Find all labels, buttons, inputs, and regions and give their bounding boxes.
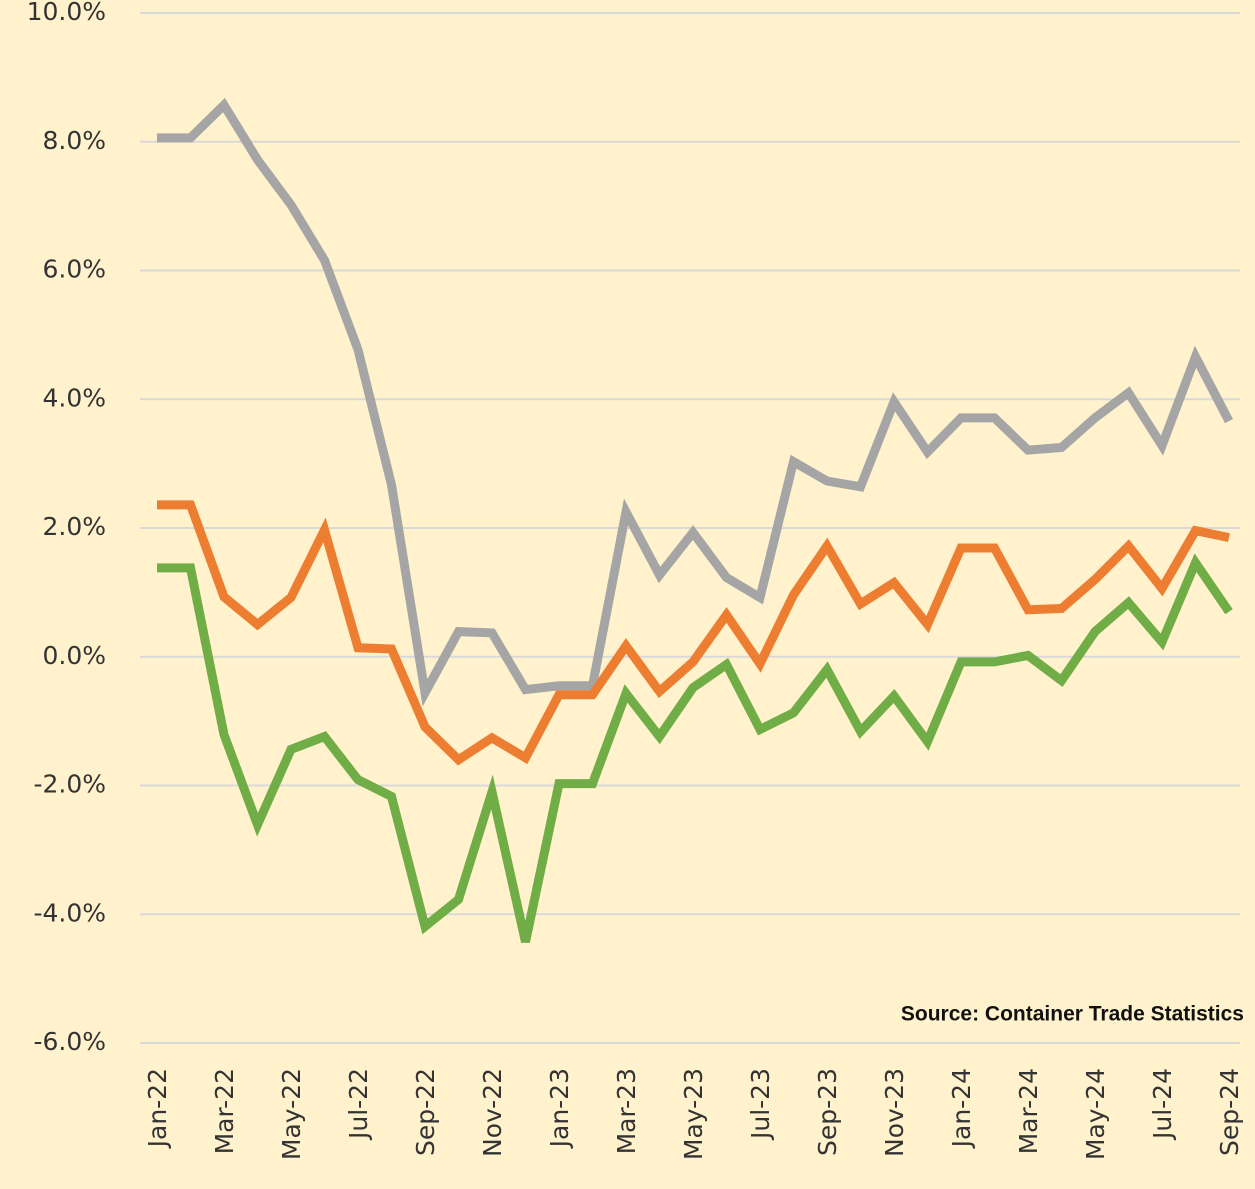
y-tick-label: 2.0% <box>42 512 106 541</box>
x-tick-label: Sep-24 <box>1215 1068 1244 1156</box>
x-tick-label: Jul-24 <box>1148 1068 1177 1141</box>
series-line <box>157 553 1233 943</box>
y-tick-label: 6.0% <box>42 255 106 284</box>
y-tick-label: -2.0% <box>33 770 106 799</box>
x-tick-label: Mar-22 <box>210 1068 239 1154</box>
y-tick-label: 10.0% <box>27 0 106 26</box>
x-tick-label: Jan-22 <box>143 1068 172 1149</box>
y-tick-label: -6.0% <box>33 1027 106 1056</box>
x-tick-label: Jul-23 <box>746 1068 775 1141</box>
x-tick-label: Nov-22 <box>478 1068 507 1157</box>
x-tick-label: Sep-23 <box>813 1068 842 1156</box>
y-tick-label: 4.0% <box>42 383 106 412</box>
source-note: Source: Container Trade Statistics <box>901 1003 1244 1026</box>
y-tick-label: 0.0% <box>42 641 106 670</box>
y-tick-label: -4.0% <box>33 898 106 927</box>
x-tick-label: Jul-22 <box>344 1068 373 1141</box>
lines <box>157 97 1233 943</box>
x-tick-label: Sep-22 <box>411 1068 440 1156</box>
x-tick-label: May-23 <box>679 1068 708 1160</box>
x-tick-label: Jan-23 <box>545 1068 574 1149</box>
x-tick-label: May-24 <box>1081 1068 1110 1160</box>
x-tick-label: Nov-23 <box>880 1068 909 1157</box>
x-tick-label: May-22 <box>277 1068 306 1160</box>
series-line <box>157 500 1230 766</box>
x-tick-label: Mar-24 <box>1014 1068 1043 1154</box>
y-tick-label: 8.0% <box>42 126 106 155</box>
x-tick-label: Mar-23 <box>612 1068 641 1154</box>
series-line <box>157 97 1233 707</box>
x-tick-label: Jan-24 <box>947 1068 976 1149</box>
